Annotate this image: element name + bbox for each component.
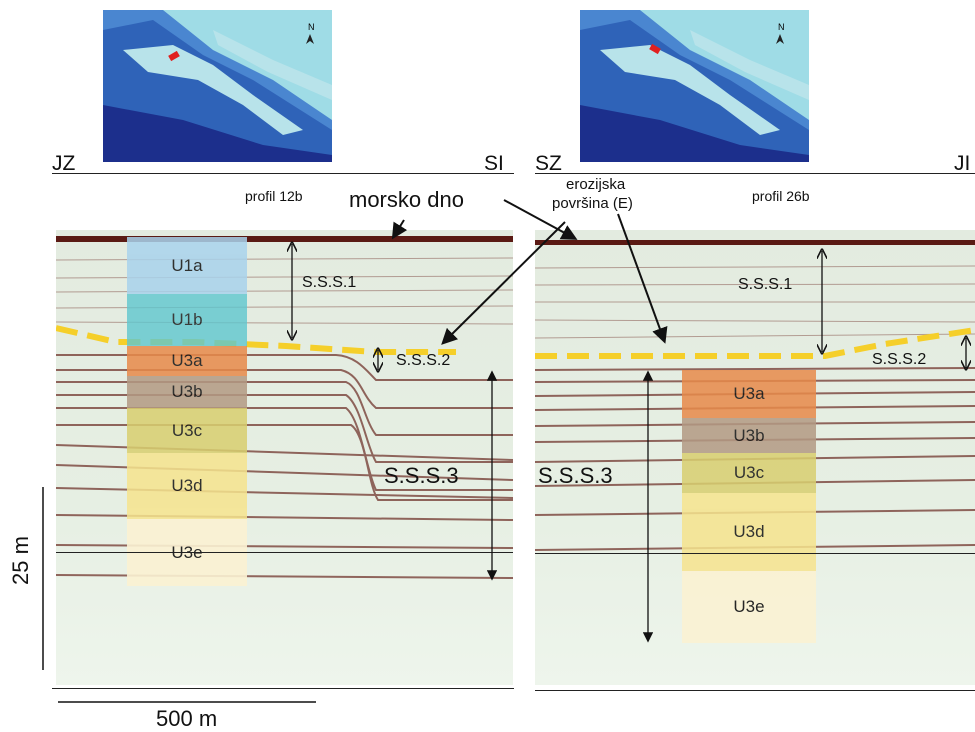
erosion-arrow-left: [441, 221, 566, 345]
erosion-surface-right: [535, 327, 975, 359]
unit-u1a: U1a: [127, 237, 247, 294]
location-map-left: N: [103, 10, 332, 162]
erosion-label-line2: površina (E): [552, 195, 633, 212]
unit-column-right: U3a U3b U3c U3d U3e: [682, 370, 816, 643]
north-arrow-label: N: [308, 22, 315, 32]
unit-column-left: U1a U1b U3a U3b U3c U3d U3e: [127, 237, 247, 586]
unit-u3d: U3d: [127, 453, 247, 519]
unit-u3c: U3c: [682, 453, 816, 493]
direction-si: SI: [484, 152, 504, 175]
profile-name-right: profil 26b: [752, 188, 810, 204]
unit-u3b: U3b: [682, 418, 816, 453]
sss2-label-left: S.S.S.2: [396, 352, 451, 369]
top-rule-left: [52, 173, 514, 174]
sss3-label-left: S.S.S.3: [384, 463, 459, 488]
unit-u3a: U3a: [682, 370, 816, 418]
erosion-label-line1: erozijska: [566, 176, 626, 193]
bottom-rule-right: [535, 690, 975, 691]
location-map-right: N: [580, 10, 809, 162]
top-rule-right: [535, 173, 975, 174]
sss1-label-left: S.S.S.1: [302, 274, 357, 291]
direction-jz: JZ: [52, 152, 76, 175]
seafloor-arrow-left: [391, 219, 408, 240]
direction-sz: SZ: [535, 152, 562, 175]
reference-line-right: [535, 553, 975, 554]
horizontal-scale-label: 500 m: [156, 706, 218, 731]
erosion-surface-left: [56, 325, 456, 355]
unit-u3a: U3a: [127, 346, 247, 376]
unit-u1b: U1b: [127, 294, 247, 346]
sss1-label-right: S.S.S.1: [738, 276, 793, 293]
north-arrow-label: N: [778, 22, 785, 32]
reference-line-left: [56, 552, 513, 553]
vertical-scale-label: 25 m: [8, 536, 33, 585]
sss3-label-right: S.S.S.3: [538, 463, 613, 488]
direction-ji: JI: [954, 152, 971, 175]
sss2-label-right: S.S.S.2: [872, 351, 927, 368]
seafloor-arrow-right: [503, 199, 578, 240]
erosion-arrow-right: [617, 213, 668, 344]
bottom-rule-left: [52, 688, 514, 689]
seafloor-label: morsko dno: [349, 187, 464, 212]
unit-u3e: U3e: [682, 571, 816, 643]
unit-u3d: U3d: [682, 493, 816, 571]
unit-u3b: U3b: [127, 376, 247, 408]
profile-name-left: profil 12b: [245, 188, 303, 204]
unit-u3c: U3c: [127, 408, 247, 453]
